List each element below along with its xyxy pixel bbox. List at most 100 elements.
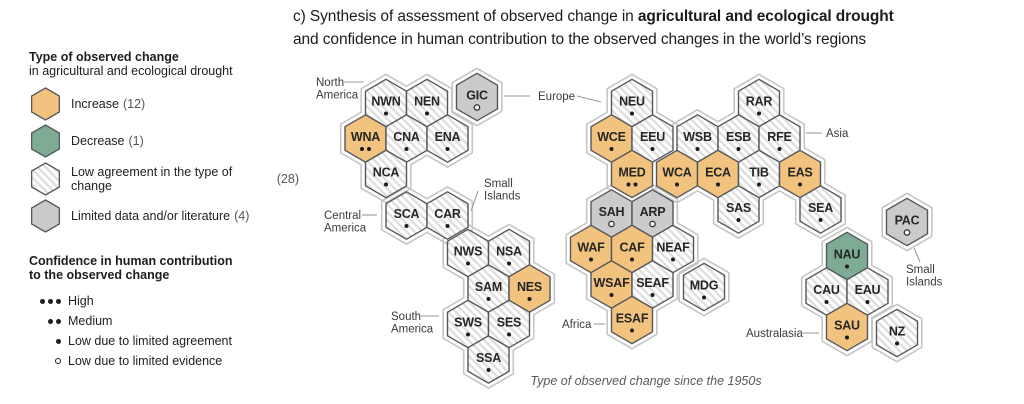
dot-filled (48, 298, 53, 304)
confidence-dots-TIB (757, 182, 761, 187)
map-label-europe: Europe (538, 91, 575, 103)
legend-confidence: Confidence in human contribution to the … (29, 254, 299, 371)
filled-dots-icon (29, 318, 61, 324)
dot-filled (736, 218, 741, 222)
dot-filled (845, 264, 849, 269)
region-hex-NCA (364, 149, 408, 199)
legend-item-count: (4) (234, 209, 250, 224)
confidence-dots-EEU (650, 147, 655, 151)
dot-open (903, 229, 911, 236)
confidence-dots-ENA (445, 147, 450, 151)
region-code-RFE: RFE (767, 130, 791, 144)
dot-filled (633, 182, 638, 187)
region-code-SAS: SAS (726, 201, 751, 215)
confidence-dots-NEU (630, 111, 634, 116)
map-label-north-america: North America (316, 77, 359, 102)
dot-filled (630, 257, 634, 262)
legend-swatch-decrease-icon (30, 124, 61, 159)
cluster-outline-pacific (881, 192, 933, 252)
dot-filled (626, 182, 631, 187)
dot-filled (757, 182, 761, 187)
dot-filled (675, 182, 679, 187)
region-code-WCE: WCE (597, 130, 626, 144)
confidence-dots-RFE (777, 147, 782, 151)
confidence-dots-WNA (360, 147, 371, 151)
confidence-dots-RAR (757, 111, 761, 116)
region-code-SAM: SAM (475, 280, 502, 294)
region-hex-GIC (455, 72, 499, 122)
confidence-dots-WSAF (609, 293, 614, 297)
confidence-dots-SAM (486, 297, 491, 301)
region-code-ESB: ESB (726, 130, 751, 144)
legend-confidence-subheader: to the observed change (29, 268, 170, 282)
confidence-dots-WCE (609, 147, 614, 151)
confidence-dots-NCA (384, 182, 388, 187)
region-code-ARP: ARP (640, 205, 666, 219)
region-code-NZ: NZ (889, 325, 906, 339)
cluster-outline-australasia (800, 226, 894, 357)
dot-filled (56, 318, 61, 324)
legend-type-subheader: in agricultural and ecological drought (29, 64, 233, 78)
confidence-dots-NEAF (671, 257, 675, 262)
dot-filled (445, 147, 450, 151)
map-label-small-islands-right: Small Islands (906, 264, 943, 289)
open-dot-icon (29, 357, 61, 365)
dot-filled (466, 332, 470, 337)
dot-filled (757, 111, 761, 116)
confidence-level-label: Low due to limited agreement (68, 334, 232, 348)
legend-item-limited-data: Limited data and/or literature (4) (29, 198, 299, 236)
confidence-dots-WSB (695, 147, 700, 151)
confidence-legend-row: Low due to limited evidence (29, 351, 299, 371)
dot-filled (865, 300, 870, 304)
confidence-dots-CAR (445, 224, 450, 228)
region-code-SWS: SWS (454, 316, 482, 330)
confidence-level-label: Medium (68, 314, 113, 328)
legend-type-items: Increase (12) Decrease (1) Low agreement in … (29, 85, 299, 235)
region-hex-SAS (717, 185, 760, 234)
region-code-RAR: RAR (746, 95, 773, 109)
dot-filled (40, 298, 45, 304)
region-code-EEU: EEU (640, 130, 665, 144)
confidence-dots-CNA (404, 147, 409, 151)
confidence-dots-SAU (845, 335, 849, 340)
filled-dots-icon (29, 338, 61, 344)
region-code-CAU: CAU (813, 283, 840, 297)
legend-swatch-limited-data-icon (30, 199, 61, 234)
confidence-dots-WAF (589, 257, 593, 262)
region-code-GIC: GIC (466, 89, 488, 103)
region-code-ECA: ECA (705, 166, 731, 180)
confidence-legend-row: High (29, 291, 299, 311)
confidence-dots-GIC (473, 104, 481, 111)
dot-filled (56, 298, 61, 304)
dot-filled (466, 261, 470, 266)
dot-filled (777, 147, 782, 151)
cluster-outline-africa (565, 184, 699, 350)
region-code-SAU: SAU (834, 319, 860, 333)
figure-title: c) Synthesis of assessment of observed c… (293, 5, 1013, 51)
region-code-MED: MED (618, 166, 645, 180)
region-hex-NZ (875, 308, 919, 358)
dot-filled (695, 147, 700, 151)
dot-open (649, 220, 656, 228)
confidence-dots-ARP (649, 220, 656, 228)
legend-confidence-items: High Medium Low due to limited agreement Lo… (29, 291, 299, 371)
confidence-legend-row: Medium (29, 311, 299, 331)
region-code-NEU: NEU (619, 95, 645, 109)
region-code-CNA: CNA (393, 130, 420, 144)
confidence-dots-SSA (486, 368, 491, 372)
confidence-dots-ESB (736, 147, 741, 151)
map-leader-line (576, 95, 602, 103)
region-code-TIB: TIB (749, 166, 769, 180)
confidence-dots-WCA (675, 182, 679, 187)
filled-dots-icon (29, 298, 61, 304)
region-code-NWS: NWS (454, 245, 483, 259)
confidence-dots-SAH (608, 220, 615, 228)
cluster-outline-greenland-iceland (451, 67, 503, 127)
dot-open (473, 104, 481, 111)
dot-filled (507, 332, 511, 337)
confidence-dots-EAU (865, 300, 870, 304)
dot-filled (56, 338, 61, 344)
dot-filled (486, 368, 491, 372)
